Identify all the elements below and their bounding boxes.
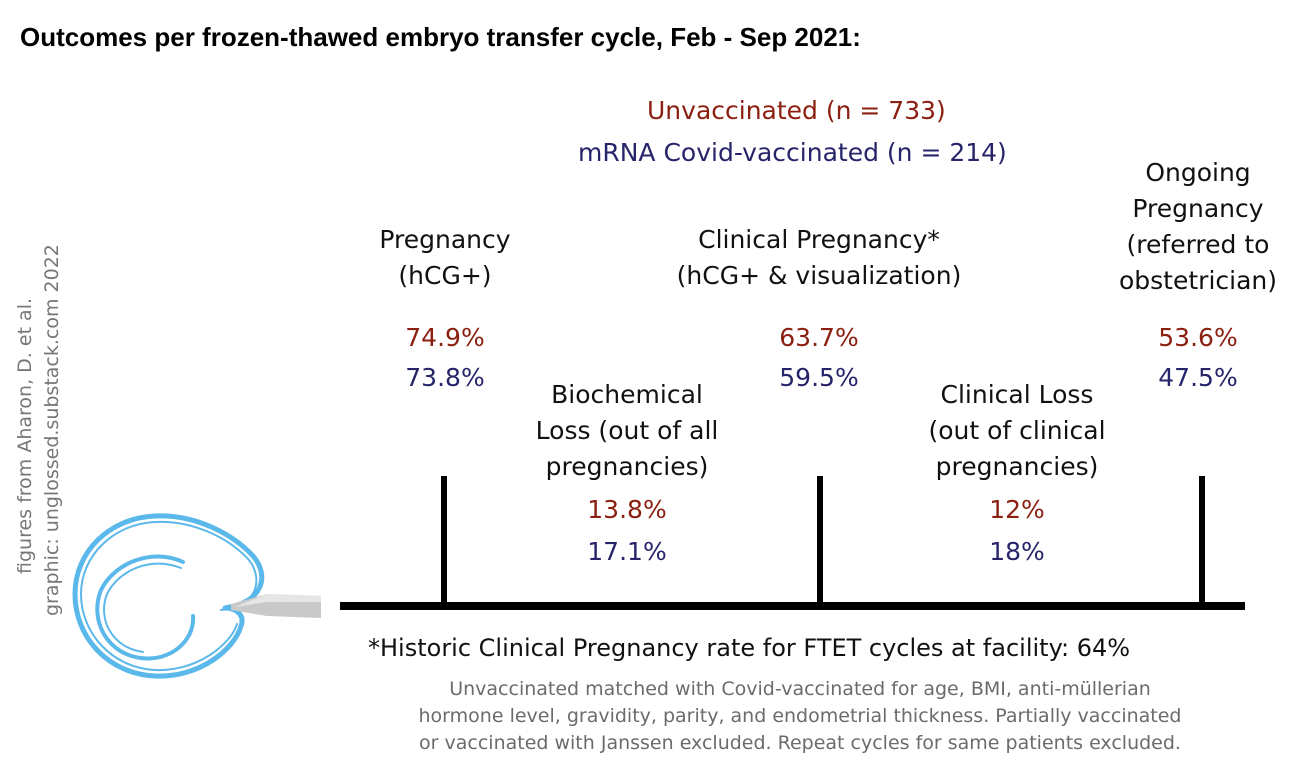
stage-pregnancy-label: Pregnancy (hCG+) bbox=[379, 225, 511, 290]
stage-clinical-pregnancy-unvaccinated: 63.7% bbox=[779, 323, 859, 352]
loss-clinical-vaccinated: 18% bbox=[989, 537, 1045, 566]
loss-clinical-label: Clinical Loss (out of clinical pregnanci… bbox=[928, 380, 1106, 481]
credit-source: figures from Aharon, D. et al. bbox=[14, 297, 36, 574]
timeline-axis bbox=[340, 602, 1245, 610]
legend-unvaccinated: Unvaccinated (n = 733) bbox=[647, 96, 946, 125]
footnote-historic-rate: *Historic Clinical Pregnancy rate for FT… bbox=[368, 634, 1131, 662]
loss-biochemical-label: Biochemical Loss (out of all pregnancies… bbox=[535, 380, 719, 481]
stage-clinical-pregnancy-vaccinated: 59.5% bbox=[779, 363, 859, 392]
logo-icon bbox=[72, 513, 321, 679]
stage-pregnancy-unvaccinated: 74.9% bbox=[405, 323, 485, 352]
loss-biochemical-unvaccinated: 13.8% bbox=[587, 495, 667, 524]
timeline-tick-ongoing-pregnancy bbox=[1199, 476, 1205, 606]
timeline-tick-pregnancy bbox=[441, 476, 447, 606]
methods-note: Unvaccinated matched with Covid-vaccinat… bbox=[418, 678, 1182, 754]
timeline-tick-clinical-pregnancy bbox=[817, 476, 823, 606]
stage-clinical-pregnancy-label: Clinical Pregnancy* (hCG+ & visualizatio… bbox=[676, 225, 962, 290]
chart-title: Outcomes per frozen-thawed embryo transf… bbox=[20, 22, 861, 52]
loss-biochemical-vaccinated: 17.1% bbox=[587, 537, 667, 566]
stage-ongoing-pregnancy-vaccinated: 47.5% bbox=[1158, 363, 1238, 392]
loss-clinical-unvaccinated: 12% bbox=[989, 495, 1045, 524]
legend-vaccinated: mRNA Covid-vaccinated (n = 214) bbox=[578, 138, 1007, 167]
stage-ongoing-pregnancy-label: Ongoing Pregnancy (referred to obstetric… bbox=[1118, 158, 1277, 295]
stage-ongoing-pregnancy-unvaccinated: 53.6% bbox=[1158, 323, 1238, 352]
stage-pregnancy-vaccinated: 73.8% bbox=[405, 363, 485, 392]
